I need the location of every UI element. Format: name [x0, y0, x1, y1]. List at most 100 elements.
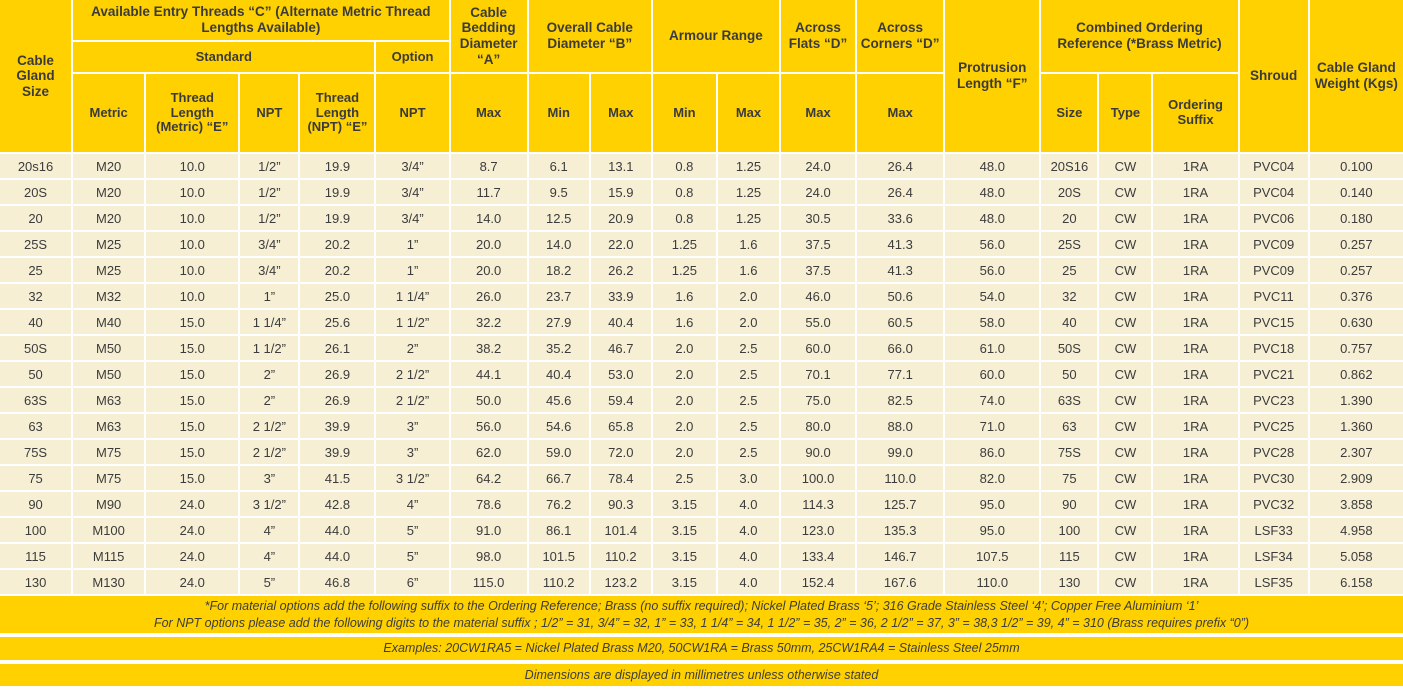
table-cell: 1RA	[1151, 308, 1240, 336]
col-header-npt: NPT	[238, 72, 301, 154]
table-cell: 4.0	[715, 490, 782, 518]
table-cell: M75	[71, 464, 147, 492]
table-cell: 63S	[0, 386, 74, 414]
table-cell: CW	[1097, 334, 1154, 362]
table-cell: 40.4	[588, 308, 653, 336]
table-cell: PVC09	[1237, 230, 1310, 258]
table-cell: 24.0	[144, 542, 241, 570]
table-cell: 11.7	[448, 178, 529, 206]
table-cell: 10.0	[144, 230, 241, 258]
table-cell: M20	[71, 204, 147, 232]
table-cell: 54.0	[943, 282, 1042, 310]
table-cell: 2.5	[715, 386, 782, 414]
table-cell: 46.7	[588, 334, 653, 362]
table-cell: 75S	[1039, 438, 1100, 466]
table-cell: 2 1/2”	[238, 412, 301, 440]
table-cell: 110.2	[526, 568, 591, 594]
table-cell: 37.5	[779, 256, 858, 284]
table-cell: 25S	[0, 230, 74, 258]
table-row: 115 M115 24.0 4” 44.0 5” 98.0 101.5 110.2 3.15 4.0…	[0, 542, 1403, 570]
table-cell: M32	[71, 282, 147, 310]
table-row: 32 M32 10.0 1” 25.0 1 1/4” 26.0 23.7 33.9 1.6 2.0 4…	[0, 282, 1403, 310]
table-cell: CW	[1097, 204, 1154, 232]
table-cell: 4.958	[1307, 516, 1403, 544]
table-cell: 20.2	[298, 256, 377, 284]
table-cell: 1RA	[1151, 464, 1240, 492]
table-cell: 107.5	[943, 542, 1042, 570]
table-cell: 1.360	[1307, 412, 1403, 440]
table-cell: 1/2”	[238, 204, 301, 232]
table-cell: 0.630	[1307, 308, 1403, 336]
table-cell: 76.2	[526, 490, 591, 518]
spec-table: Cable Gland Size Available Entry Threads…	[0, 0, 1403, 594]
table-cell: 130	[1039, 568, 1100, 594]
table-cell: 1RA	[1151, 204, 1240, 232]
table-cell: PVC04	[1237, 152, 1310, 180]
table-cell: CW	[1097, 464, 1154, 492]
table-cell: 26.4	[855, 178, 946, 206]
table-cell: 50S	[1039, 334, 1100, 362]
col-header-thread-length-npt: Thread Length (NPT) “E”	[298, 72, 377, 154]
table-cell: PVC21	[1237, 360, 1310, 388]
table-cell: 4.0	[715, 568, 782, 594]
table-cell: 20S	[1039, 178, 1100, 206]
table-cell: 146.7	[855, 542, 946, 570]
table-cell: 50.6	[855, 282, 946, 310]
table-cell: 2.0	[650, 412, 718, 440]
table-cell: 2.0	[650, 360, 718, 388]
table-cell: 123.0	[779, 516, 858, 544]
table-cell: 2 1/2”	[238, 438, 301, 466]
table-cell: 1RA	[1151, 256, 1240, 284]
table-cell: M130	[71, 568, 147, 594]
table-row: 100 M100 24.0 4” 44.0 5” 91.0 86.1 101.4 3.15 4.0 1…	[0, 516, 1403, 544]
col-header-thread-length-metric: Thread Length (Metric) “E”	[144, 72, 241, 154]
footnote-npt-options: For NPT options please add the following…	[153, 615, 1250, 630]
table-cell: 24.0	[144, 516, 241, 544]
table-cell: 18.2	[526, 256, 591, 284]
table-cell: 3”	[374, 438, 451, 466]
table-cell: 115.0	[448, 568, 529, 594]
table-cell: CW	[1097, 178, 1154, 206]
table-cell: 48.0	[943, 204, 1042, 232]
table-cell: 60.0	[779, 334, 858, 362]
table-cell: 41.3	[855, 230, 946, 258]
table-cell: 20.9	[588, 204, 653, 232]
table-cell: 19.9	[298, 204, 377, 232]
table-cell: M63	[71, 386, 147, 414]
table-cell: 1.6	[715, 230, 782, 258]
table-cell: 0.8	[650, 178, 718, 206]
table-cell: 78.4	[588, 464, 653, 492]
table-cell: 3.15	[650, 516, 718, 544]
col-header-standard: Standard	[71, 40, 377, 74]
table-cell: 0.757	[1307, 334, 1403, 362]
table-cell: 100	[0, 516, 74, 544]
col-header-overall-min: Min	[526, 72, 591, 154]
table-cell: 25	[1039, 256, 1100, 284]
table-cell: 1”	[374, 230, 451, 258]
table-row: 20s16 M20 10.0 1/2” 19.9 3/4” 8.7 6.1 13.1 0.8 1.2…	[0, 152, 1403, 180]
table-cell: 5”	[238, 568, 301, 594]
table-cell: 3.15	[650, 490, 718, 518]
table-cell: 75S	[0, 438, 74, 466]
table-cell: 39.9	[298, 438, 377, 466]
table-cell: 2.5	[715, 360, 782, 388]
table-cell: 30.5	[779, 204, 858, 232]
table-cell: 2 1/2”	[374, 360, 451, 388]
table-cell: 10.0	[144, 256, 241, 284]
table-cell: 1.25	[715, 178, 782, 206]
table-cell: LSF33	[1237, 516, 1310, 544]
table-cell: 27.9	[526, 308, 591, 336]
table-cell: 63S	[1039, 386, 1100, 414]
table-cell: 65.8	[588, 412, 653, 440]
table-cell: 152.4	[779, 568, 858, 594]
table-cell: 3/4”	[238, 256, 301, 284]
table-cell: 32	[0, 282, 74, 310]
table-cell: M115	[71, 542, 147, 570]
table-cell: 77.1	[855, 360, 946, 388]
spec-table-container: Cable Gland Size Available Entry Threads…	[0, 0, 1403, 594]
table-cell: 2”	[238, 386, 301, 414]
table-cell: 99.0	[855, 438, 946, 466]
table-cell: 22.0	[588, 230, 653, 258]
table-cell: 95.0	[943, 516, 1042, 544]
table-cell: 15.0	[144, 308, 241, 336]
